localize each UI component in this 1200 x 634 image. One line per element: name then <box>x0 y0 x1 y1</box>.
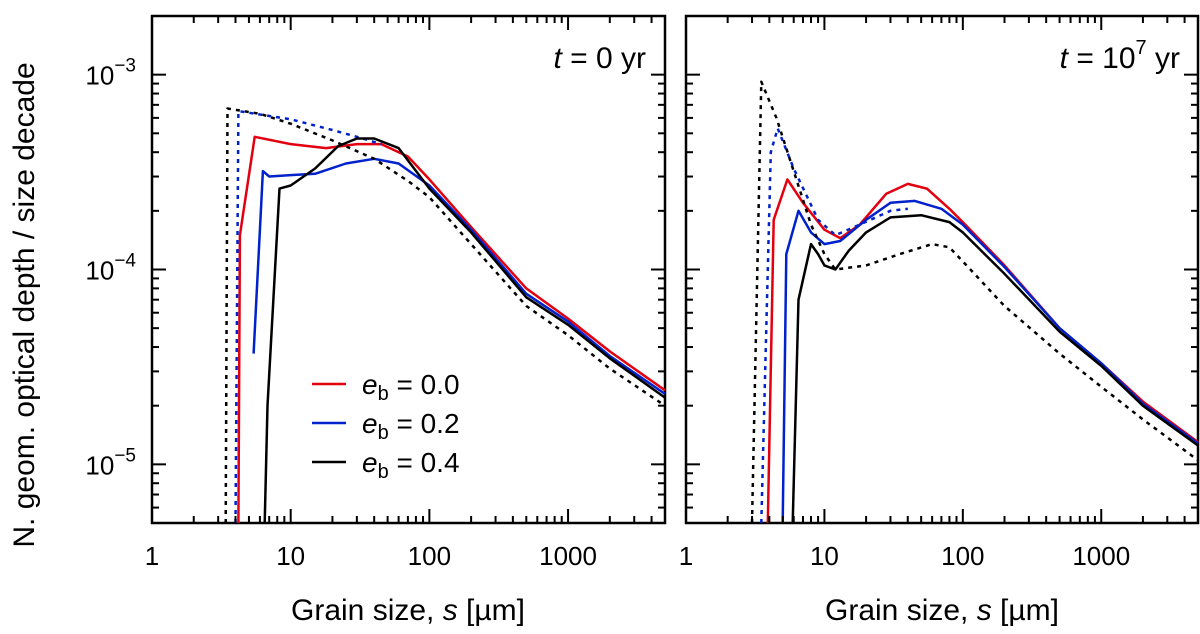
panel-title-right: t = 107 yr <box>1060 37 1180 75</box>
x-tick-label: 100 <box>408 541 451 571</box>
y-tick-label: 10−5 <box>85 445 136 480</box>
title-variable: t <box>553 42 563 75</box>
x-axis-title-prefix: Grain size, <box>291 594 443 627</box>
title-variable: t <box>1060 42 1070 75</box>
x-tick-labels: 1 10 100 1000 <box>679 541 1130 571</box>
tick-group <box>151 15 666 523</box>
x-axis-title-right: Grain size, s [µm] <box>825 594 1059 627</box>
legend: eb = 0.0 eb = 0.2 eb = 0.4 <box>312 369 460 483</box>
y-tick-exponent: −4 <box>114 251 136 272</box>
legend-entry: eb = 0.0 <box>312 369 460 405</box>
series-line <box>791 213 1199 524</box>
x-tick-label: 1000 <box>539 541 597 571</box>
y-tick-base: 10 <box>85 61 114 91</box>
legend-subscript: b <box>378 461 389 483</box>
x-tick-label: 10 <box>810 541 839 571</box>
title-suffix: yr <box>1147 42 1180 75</box>
series-line <box>252 157 666 395</box>
legend-value: = 0.4 <box>389 447 460 478</box>
series-line <box>237 135 666 524</box>
y-tick-labels: 10−310−410−5 <box>85 56 136 481</box>
x-axis-title-suffix: [µm] <box>458 594 525 627</box>
legend-value: = 0.0 <box>389 369 460 400</box>
panel-right: 1 10 100 1000 t = 107 yr Grain size, s [µm] <box>679 14 1200 627</box>
series-group <box>750 80 1199 524</box>
title-text: = 10 <box>1068 42 1136 75</box>
x-axis-title-prefix: Grain size, <box>825 594 977 627</box>
x-axis-title-suffix: [µm] <box>992 594 1059 627</box>
x-tick-labels: 1 10 100 1000 <box>145 541 597 571</box>
tick-group <box>685 15 1199 523</box>
panel-left: 10−310−410−5 1 10 100 1000 t = 0 yr Grain s… <box>85 14 667 627</box>
legend-value: = 0.2 <box>389 408 460 439</box>
y-tick-base: 10 <box>85 450 114 480</box>
y-tick-label: 10−4 <box>85 251 136 286</box>
plot-frame <box>684 14 1200 525</box>
legend-entry: eb = 0.4 <box>312 447 460 483</box>
series-line <box>760 127 908 524</box>
title-text: = 0 yr <box>562 42 646 75</box>
series-line <box>263 137 666 524</box>
x-axis-title-left: Grain size, s [µm] <box>291 594 525 627</box>
legend-symbol: e <box>362 447 378 478</box>
y-tick-exponent: −3 <box>114 56 136 77</box>
legend-subscript: b <box>378 383 389 405</box>
x-tick-label: 1000 <box>1072 541 1130 571</box>
legend-label: eb = 0.4 <box>362 447 460 483</box>
x-tick-label: 10 <box>276 541 305 571</box>
legend-entry: eb = 0.2 <box>312 408 460 444</box>
x-tick-label: 1 <box>679 541 693 571</box>
y-axis-title: N. geom. optical depth / size decade <box>8 62 41 547</box>
x-axis-title-variable: s <box>443 594 458 627</box>
legend-symbol: e <box>362 369 378 400</box>
series-group <box>224 107 666 524</box>
y-tick-label: 10−3 <box>85 56 136 91</box>
legend-symbol: e <box>362 408 378 439</box>
legend-subscript: b <box>378 422 389 444</box>
title-exponent: 7 <box>1136 37 1147 59</box>
y-tick-exponent: −5 <box>114 445 136 466</box>
series-line <box>781 199 1199 524</box>
panel-title-left: t = 0 yr <box>553 42 646 75</box>
x-tick-label: 100 <box>941 541 984 571</box>
series-line <box>750 80 1199 524</box>
legend-label: eb = 0.0 <box>362 369 460 405</box>
series-line <box>234 109 382 524</box>
y-tick-base: 10 <box>85 256 114 286</box>
legend-label: eb = 0.2 <box>362 408 460 444</box>
x-tick-label: 1 <box>145 541 159 571</box>
x-axis-title-variable: s <box>977 594 992 627</box>
